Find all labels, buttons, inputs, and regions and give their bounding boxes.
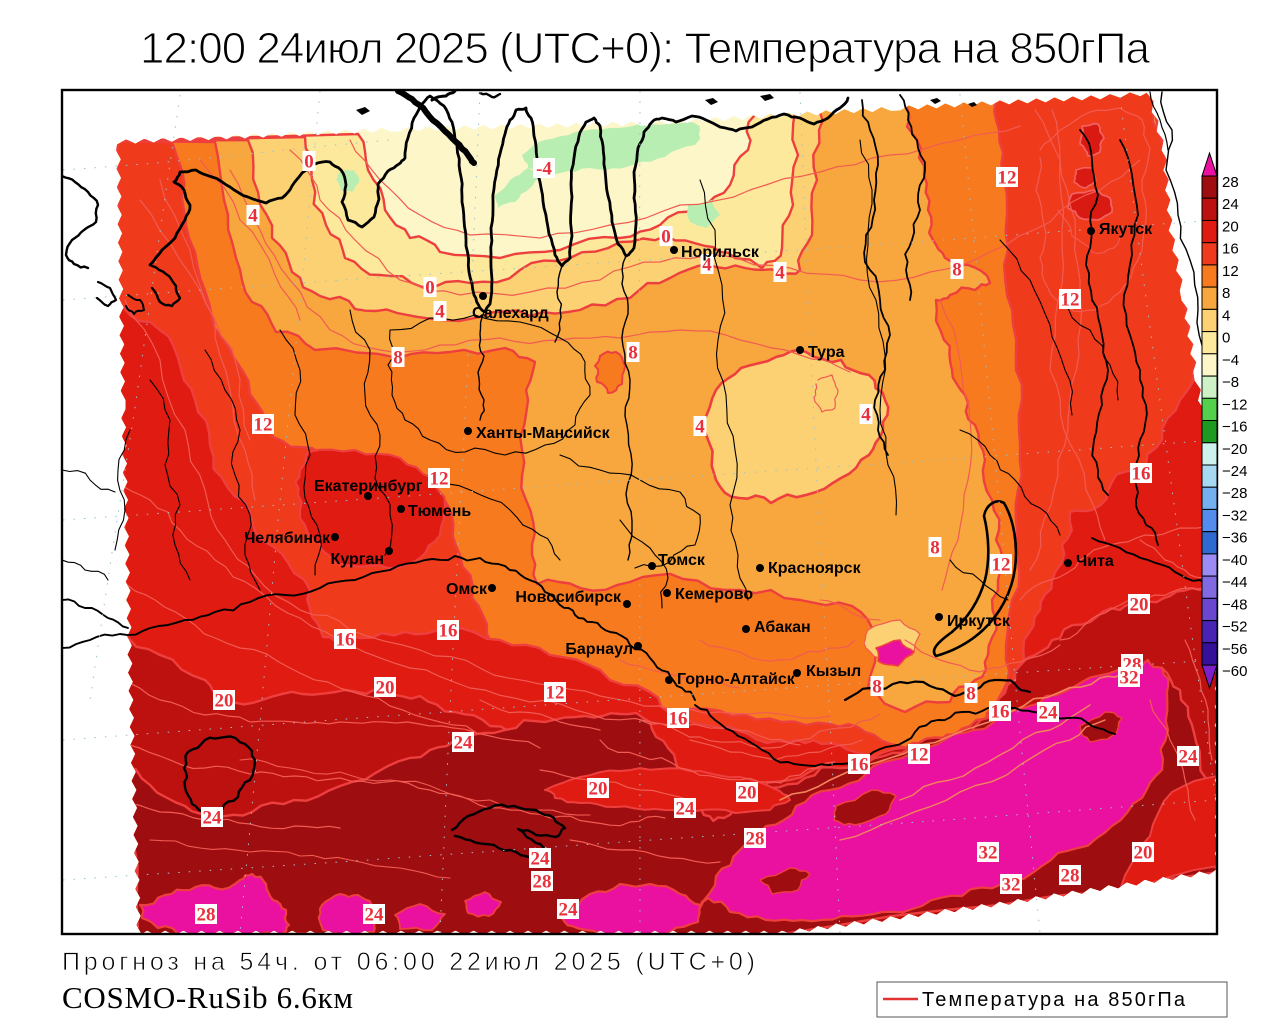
svg-text:−28: −28 [1222,485,1247,502]
svg-text:28: 28 [197,905,216,926]
svg-text:8: 8 [966,684,976,705]
svg-text:Норильск: Норильск [681,244,760,261]
svg-text:Прогноз на 54ч. от 06:00 22июл: Прогноз на 54ч. от 06:00 22июл 2025 (UTC… [62,948,755,976]
svg-text:20: 20 [376,678,395,699]
svg-text:24: 24 [203,808,223,829]
svg-text:0: 0 [304,152,314,173]
svg-text:Ханты-Мансийск: Ханты-Мансийск [476,425,611,442]
svg-text:20: 20 [1134,843,1153,864]
svg-text:Новосибирск: Новосибирск [515,589,622,606]
svg-text:Иркутск: Иркутск [947,613,1011,630]
svg-text:32: 32 [1120,668,1139,689]
svg-text:Тюмень: Тюмень [408,503,471,520]
svg-text:20: 20 [1222,219,1239,236]
svg-text:16: 16 [850,755,869,776]
svg-text:Тура: Тура [808,344,845,361]
svg-text:32: 32 [979,843,998,864]
svg-text:COSMO-RuSib 6.6км: COSMO-RuSib 6.6км [62,980,353,1015]
svg-text:Красноярск: Красноярск [768,560,862,577]
svg-text:0: 0 [1222,330,1230,347]
svg-text:Омск: Омск [446,581,488,598]
svg-text:8: 8 [930,538,940,559]
svg-text:24: 24 [454,733,474,754]
svg-text:12:00 24июл 2025 (UTC+0): Темп: 12:00 24июл 2025 (UTC+0): Температура на… [140,24,1151,73]
svg-text:28: 28 [1222,174,1239,191]
svg-text:Барнаул: Барнаул [565,641,633,658]
svg-text:24: 24 [1222,196,1239,213]
svg-text:Чита: Чита [1076,553,1114,570]
svg-text:28: 28 [533,872,552,893]
svg-text:−8: −8 [1222,374,1239,391]
svg-text:12: 12 [910,745,929,766]
svg-text:-4: -4 [536,159,552,180]
svg-text:20: 20 [1130,595,1149,616]
svg-text:−16: −16 [1222,419,1247,436]
svg-text:−4: −4 [1222,352,1239,369]
svg-text:4: 4 [248,206,258,227]
svg-text:Томск: Томск [658,552,706,569]
svg-text:8: 8 [952,260,962,281]
svg-text:0: 0 [661,227,671,248]
svg-text:24: 24 [1179,747,1199,768]
svg-text:Челябинск: Челябинск [244,530,331,547]
svg-text:−60: −60 [1222,663,1247,680]
svg-text:4: 4 [702,255,712,276]
svg-text:−20: −20 [1222,441,1247,458]
svg-text:16: 16 [1132,464,1151,485]
svg-text:8: 8 [1222,285,1230,302]
svg-text:8: 8 [872,677,882,698]
svg-text:12: 12 [1222,263,1239,280]
svg-text:−56: −56 [1222,641,1247,658]
svg-text:16: 16 [336,630,355,651]
svg-text:Горно-Алтайск: Горно-Алтайск [677,671,796,688]
svg-text:12: 12 [254,415,273,436]
svg-text:24: 24 [1039,703,1059,724]
svg-text:4: 4 [1222,307,1230,324]
svg-text:−24: −24 [1222,463,1247,480]
svg-text:32: 32 [1002,875,1021,896]
svg-text:−32: −32 [1222,508,1247,525]
svg-text:8: 8 [628,343,638,364]
svg-text:Курган: Курган [331,551,384,568]
svg-text:−36: −36 [1222,530,1247,547]
svg-text:16: 16 [669,709,688,730]
svg-text:16: 16 [991,702,1010,723]
svg-text:12: 12 [546,683,565,704]
svg-text:−48: −48 [1222,596,1247,613]
svg-text:16: 16 [1222,241,1239,258]
svg-text:28: 28 [746,829,765,850]
svg-text:12: 12 [1061,290,1080,311]
svg-text:0: 0 [425,278,435,299]
svg-text:−44: −44 [1222,574,1247,591]
svg-text:Салехард: Салехард [472,305,549,322]
svg-text:4: 4 [861,405,871,426]
svg-text:Абакан: Абакан [754,619,811,636]
svg-text:Кемерово: Кемерово [675,586,753,603]
svg-text:12: 12 [998,168,1017,189]
svg-text:20: 20 [215,691,234,712]
svg-text:−12: −12 [1222,396,1247,413]
svg-text:24: 24 [531,849,551,870]
svg-text:4: 4 [695,417,705,438]
svg-text:12: 12 [430,469,449,490]
svg-text:16: 16 [439,621,458,642]
svg-text:20: 20 [738,783,757,804]
svg-text:4: 4 [435,302,445,323]
svg-text:−52: −52 [1222,619,1247,636]
svg-text:8: 8 [393,348,403,369]
svg-text:12: 12 [992,555,1011,576]
svg-text:4: 4 [775,263,785,284]
svg-text:28: 28 [1061,866,1080,887]
svg-text:−40: −40 [1222,552,1247,569]
svg-text:Екатеринбург: Екатеринбург [314,478,423,495]
svg-text:Кызыл: Кызыл [806,663,861,680]
svg-text:24: 24 [676,799,696,820]
svg-text:24: 24 [559,900,579,921]
svg-text:24: 24 [365,905,385,926]
svg-text:20: 20 [589,779,608,800]
svg-text:Якутск: Якутск [1099,221,1153,238]
